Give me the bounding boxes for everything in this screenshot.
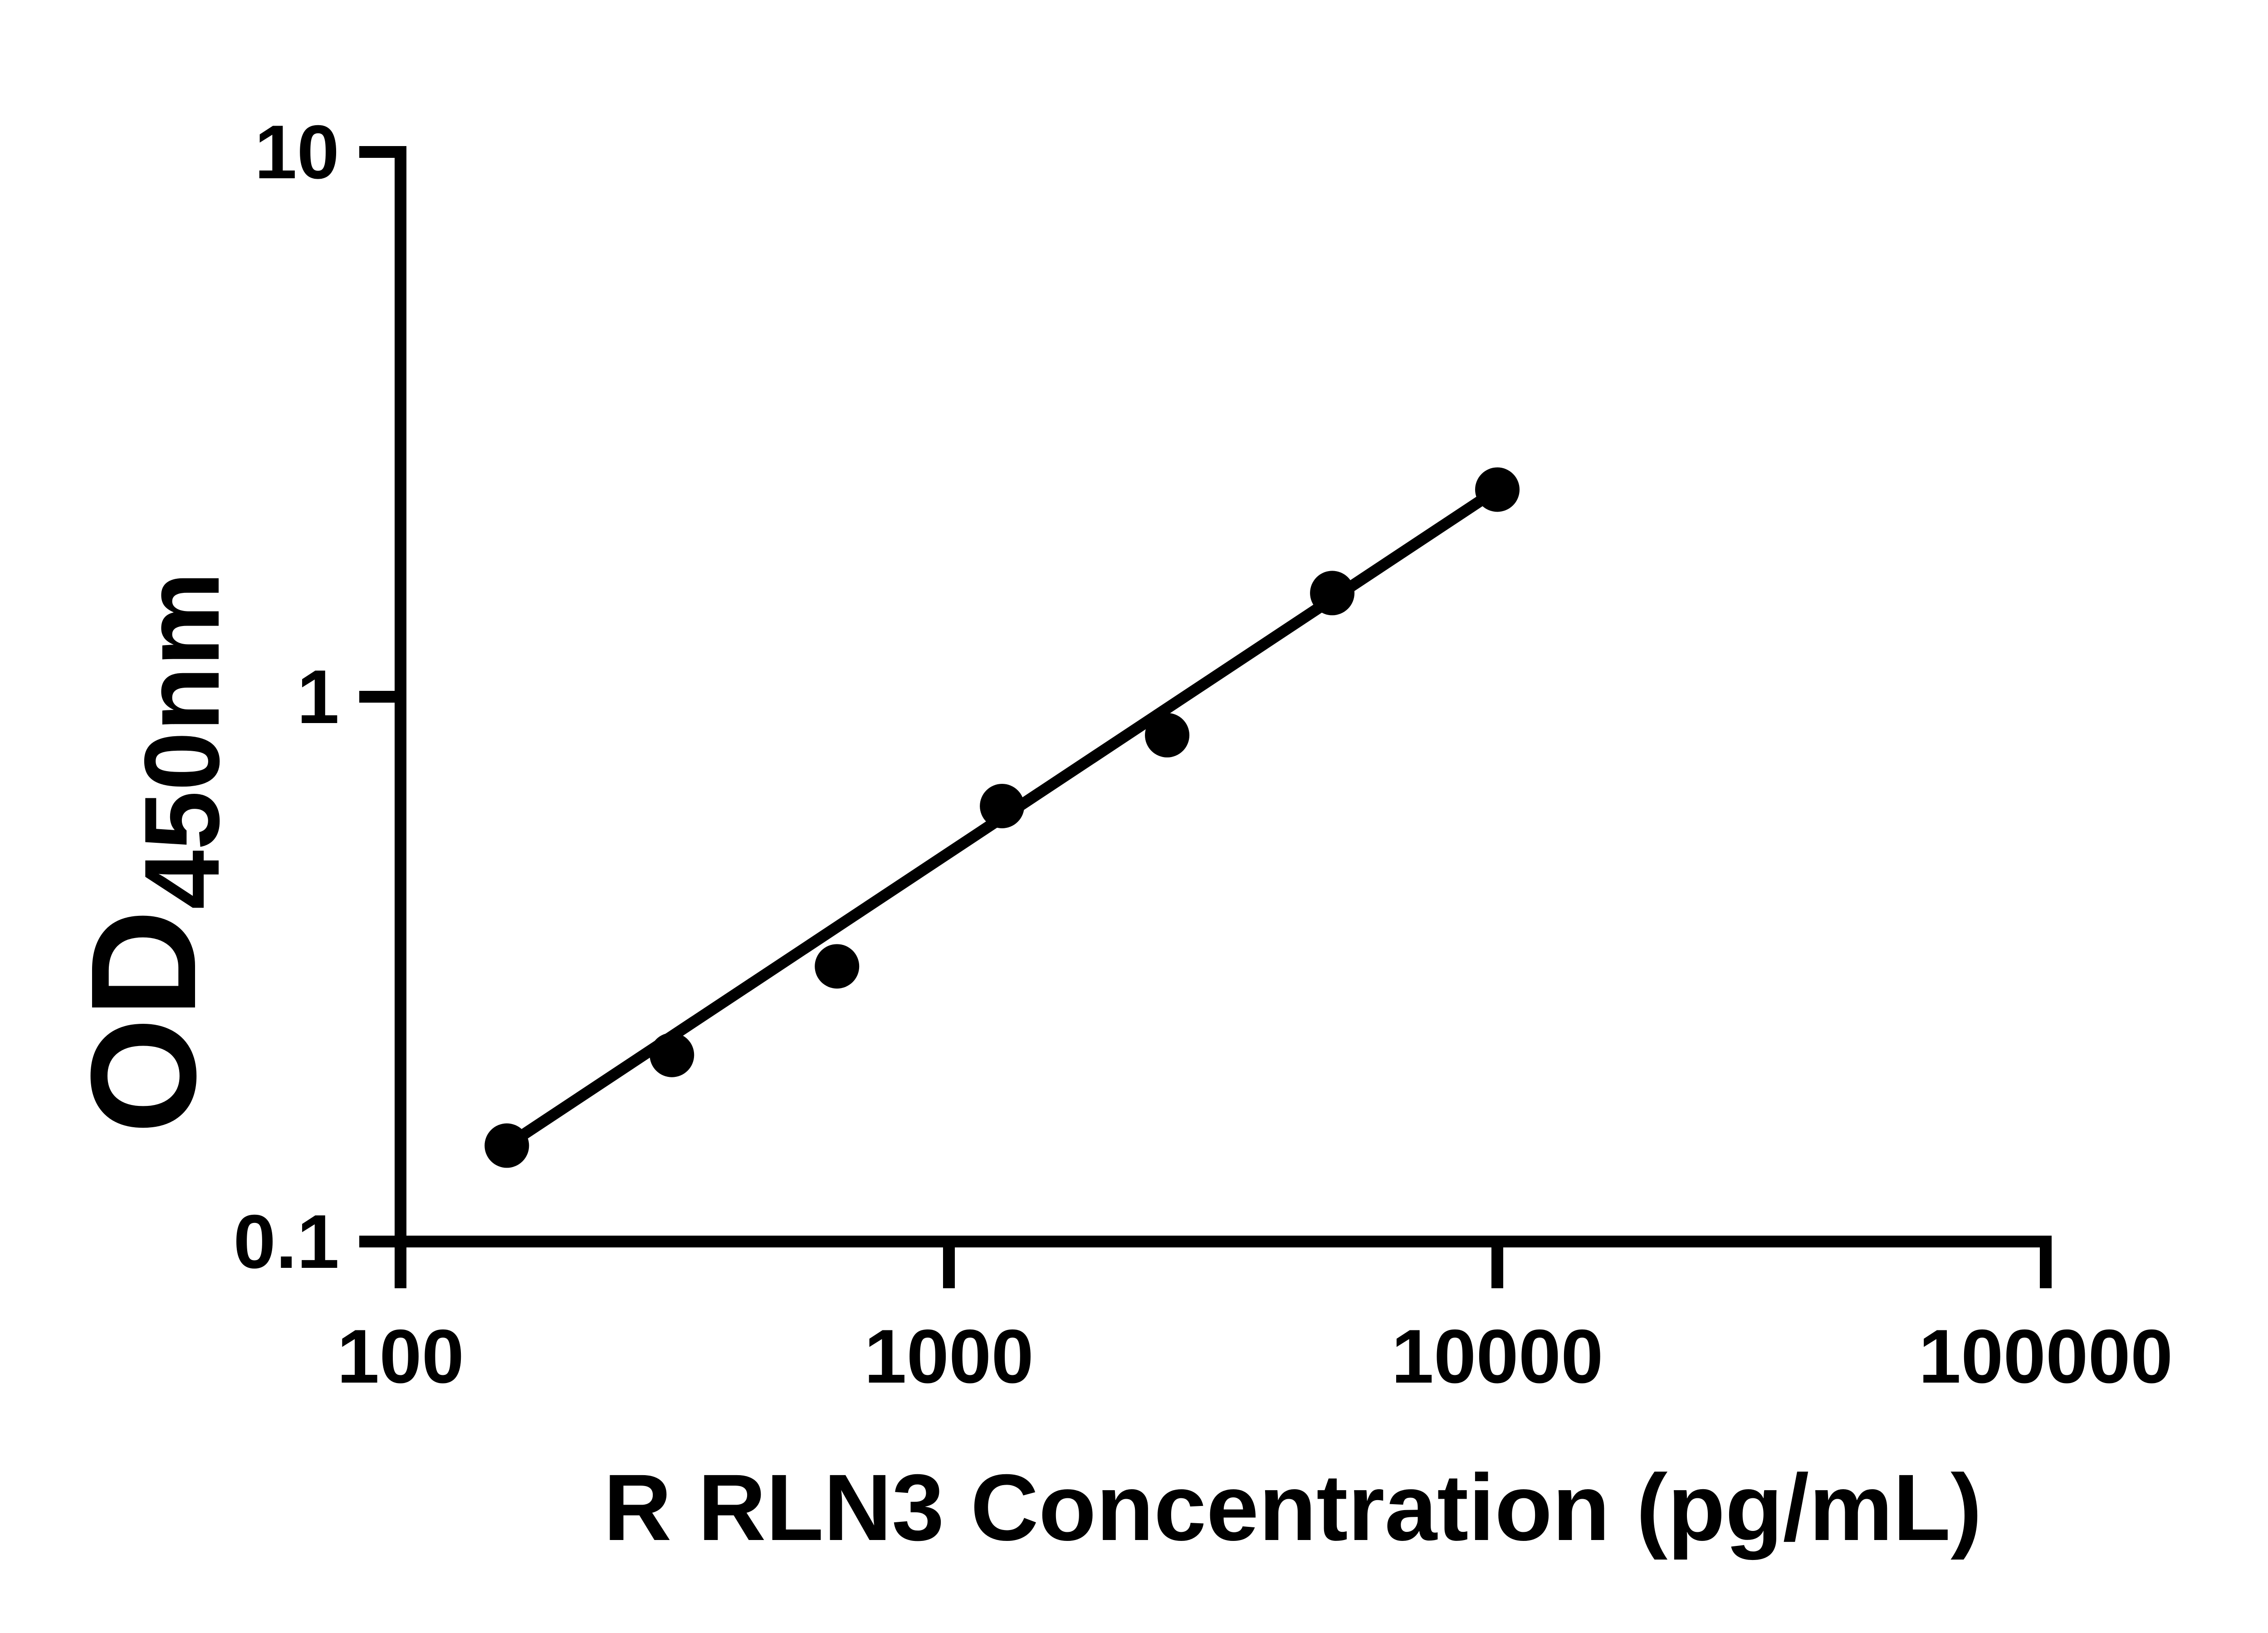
data-point-marker (980, 783, 1025, 828)
data-point-marker (1475, 467, 1520, 512)
data-point-marker (1310, 571, 1355, 616)
y-tick-label: 10 (254, 109, 339, 195)
x-tick-label: 100000 (1919, 1314, 2173, 1399)
y-axis-title-subscript: 450nm (122, 572, 241, 909)
data-point-marker (815, 944, 860, 989)
axes-group (359, 146, 2052, 1288)
data-point-marker (1145, 713, 1190, 758)
x-axis-title: R RLN3 Concentration (pg/mL) (604, 1455, 1982, 1560)
data-points-group (484, 467, 1520, 1168)
x-tick-label: 100 (337, 1314, 464, 1399)
data-point-marker (650, 1032, 694, 1077)
tick-labels-group: 100 1000 10000 100000 0.1 1 10 (233, 109, 2173, 1399)
y-tick-label: 1 (297, 654, 339, 739)
data-point-marker (484, 1123, 529, 1168)
y-axis-title: OD450nm (59, 572, 241, 1134)
y-axis-title-main: OD (59, 909, 227, 1134)
x-tick-label: 1000 (864, 1314, 1034, 1399)
x-tick-label: 10000 (1391, 1314, 1603, 1399)
y-tick-label: 0.1 (233, 1199, 339, 1284)
